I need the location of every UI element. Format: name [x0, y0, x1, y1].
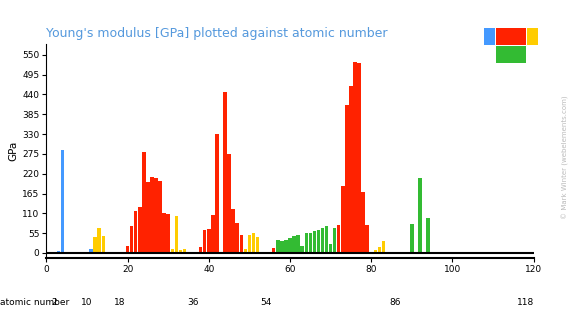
Bar: [284, 240, 288, 253]
Text: atomic number: atomic number: [0, 298, 69, 307]
Bar: [211, 215, 215, 253]
Bar: [231, 209, 235, 253]
Bar: [183, 249, 186, 253]
Bar: [309, 233, 312, 253]
Bar: [162, 213, 166, 253]
Bar: [61, 150, 64, 253]
Text: 10: 10: [81, 298, 93, 307]
Bar: [288, 238, 292, 253]
Text: 2: 2: [52, 298, 57, 307]
Bar: [150, 177, 154, 253]
Bar: [203, 230, 206, 253]
Bar: [374, 250, 377, 253]
Bar: [235, 223, 239, 253]
Bar: [134, 211, 137, 253]
Bar: [138, 207, 142, 253]
Bar: [154, 178, 158, 253]
Bar: [272, 248, 276, 253]
Bar: [146, 182, 150, 253]
Text: 18: 18: [114, 298, 125, 307]
Bar: [207, 229, 211, 253]
Bar: [199, 247, 202, 253]
Bar: [333, 228, 336, 253]
Text: Young's modulus [GPa] plotted against atomic number: Young's modulus [GPa] plotted against at…: [46, 27, 388, 40]
Bar: [382, 241, 385, 253]
Bar: [268, 252, 271, 253]
Bar: [296, 235, 300, 253]
Bar: [357, 63, 361, 253]
Bar: [248, 235, 251, 253]
Bar: [240, 235, 243, 253]
Bar: [317, 230, 320, 253]
Text: 36: 36: [187, 298, 198, 307]
Bar: [122, 252, 125, 253]
Bar: [130, 226, 133, 253]
Bar: [166, 214, 170, 253]
Bar: [349, 86, 353, 253]
Bar: [195, 252, 198, 253]
Bar: [93, 237, 97, 253]
Bar: [158, 181, 162, 253]
Bar: [252, 233, 255, 253]
Bar: [341, 186, 345, 253]
Bar: [179, 250, 182, 253]
Bar: [361, 192, 365, 253]
Bar: [227, 154, 231, 253]
Bar: [325, 226, 328, 253]
Bar: [142, 152, 146, 253]
Text: 54: 54: [260, 298, 271, 307]
Bar: [300, 246, 304, 253]
Bar: [102, 236, 105, 253]
Bar: [426, 218, 430, 253]
Bar: [89, 249, 93, 253]
Bar: [410, 225, 414, 253]
Bar: [171, 249, 174, 253]
Bar: [57, 251, 60, 253]
Bar: [365, 225, 369, 253]
Bar: [345, 105, 349, 253]
Bar: [321, 228, 324, 253]
Bar: [418, 178, 422, 253]
Text: 118: 118: [517, 298, 534, 307]
Bar: [292, 236, 296, 253]
Bar: [215, 135, 219, 253]
Bar: [223, 92, 227, 253]
Bar: [126, 246, 129, 253]
Bar: [97, 228, 101, 253]
Y-axis label: GPa: GPa: [8, 141, 18, 161]
Bar: [244, 249, 247, 253]
Bar: [276, 240, 280, 253]
Text: © Mark Winter (webelements.com): © Mark Winter (webelements.com): [562, 96, 569, 219]
Bar: [337, 225, 340, 253]
Text: 86: 86: [390, 298, 401, 307]
Bar: [175, 216, 178, 253]
Bar: [256, 238, 259, 253]
Bar: [329, 244, 332, 253]
Bar: [378, 247, 381, 253]
Bar: [313, 231, 316, 253]
Bar: [304, 233, 308, 253]
Bar: [280, 241, 284, 253]
Bar: [353, 62, 357, 253]
